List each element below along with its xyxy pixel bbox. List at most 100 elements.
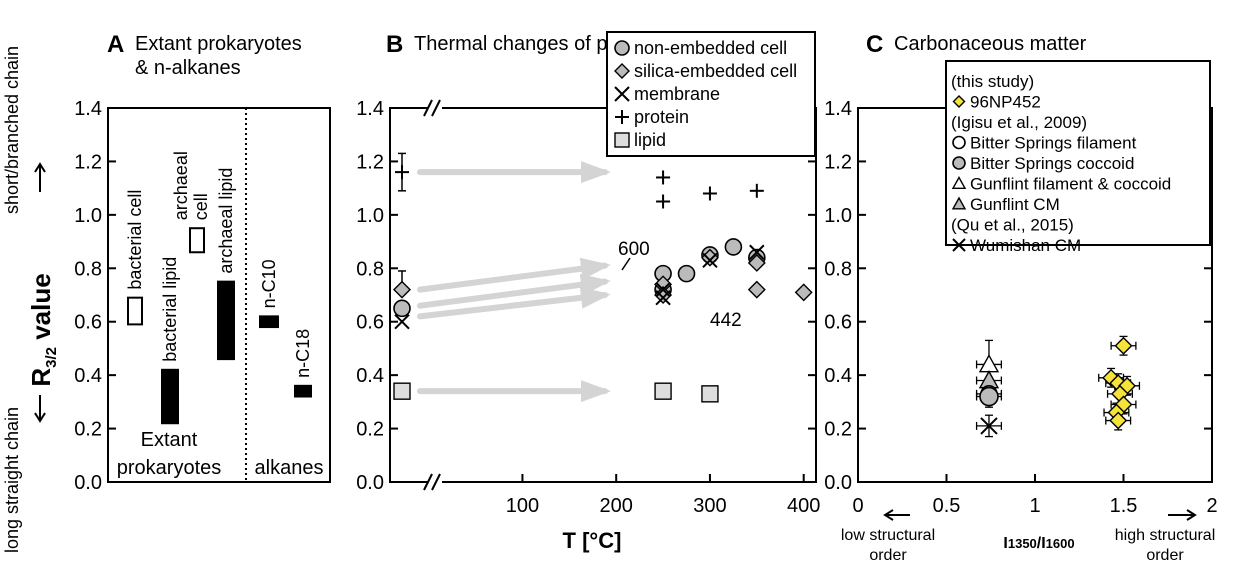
- x-note-left-line2: order: [869, 547, 907, 564]
- legend-label-protein: protein: [634, 107, 689, 127]
- panel-b-y-tick-label: 1.0: [356, 205, 384, 227]
- panel-b-x-axis-label: T [°C]: [563, 528, 622, 553]
- legend-note-1: (Igisu et al., 2009): [951, 113, 1087, 132]
- legend-marker-bitter-springs-coccoid: [952, 156, 966, 170]
- panel-b-y-tick-label: 1.4: [356, 98, 384, 120]
- point-gunflint-filament-coccoid: [978, 354, 1000, 373]
- panel-c-y-tick-label: 0.2: [824, 419, 852, 441]
- range-label-archaeal-line2: cell: [191, 193, 211, 220]
- x-note-right-line1: high structural: [1115, 527, 1216, 544]
- panel-b-y-tick-label: 0.0: [356, 472, 384, 494]
- y-up-arrow: [34, 162, 46, 192]
- panel-c-y-tick-label: 1.2: [824, 151, 852, 173]
- point-non-embedded-cell: [677, 264, 696, 283]
- point-non-embedded-cell: [393, 299, 411, 318]
- panel-a-y-tick-label: 0.2: [74, 419, 102, 441]
- legend-label-lipid: lipid: [634, 130, 666, 150]
- panel-a-y-tick-label: 0.0: [74, 472, 102, 494]
- panel-c-x-tick-label: 1: [1029, 495, 1040, 517]
- trend-arrow-head: [581, 380, 611, 403]
- range-bar-bacterial-lipid: [161, 368, 179, 425]
- legend-label-gunflint-filament-coccoid: Gunflint filament & coccoid: [970, 175, 1171, 194]
- panel-b-y-tick-label: 0.4: [356, 365, 384, 387]
- x-note-left-line1: low structural: [841, 527, 935, 544]
- panel-a-y-tick-label: 0.6: [74, 312, 102, 334]
- point-96np452: [1114, 336, 1133, 355]
- svg-text:R3/2 value: R3/2 value: [26, 273, 60, 386]
- panel-a-group-label-extant: Extant: [141, 429, 198, 451]
- annotation-600: 600: [618, 239, 650, 260]
- y-bottom-annotation: long straight chain: [2, 407, 22, 553]
- panel-b: B Thermal changes of prokaryotic cells 0…: [356, 31, 820, 553]
- panel-c-y-tick-label: 0.6: [824, 312, 852, 334]
- legend-marker-gunflint-filament-coccoid: [951, 176, 967, 190]
- annotation-600-pointer: [621, 257, 631, 271]
- panel-b-x-tick-label: 300: [693, 495, 726, 517]
- range-bar-archaeal: [189, 227, 205, 254]
- legend-marker-bitter-springs-filament: [952, 135, 966, 150]
- panel-c-x-tick-label: 2: [1206, 495, 1217, 517]
- point-96np452: [1109, 411, 1128, 430]
- legend-marker-gunflint-cm: [951, 196, 967, 210]
- panel-c-y-tick-label: 1.0: [824, 205, 852, 227]
- legend-note-0: (this study): [951, 72, 1034, 91]
- panel-a-letter: A: [107, 31, 124, 58]
- panel-a-y-tick-label: 1.4: [74, 98, 102, 120]
- panel-b-x-tick-label: 100: [506, 495, 539, 517]
- trend-arrow-shaft: [417, 292, 608, 320]
- range-label-archaeal-lipid: archaeal lipid: [216, 168, 236, 274]
- point-membrane: [655, 289, 671, 306]
- trend-arrow-head: [581, 161, 611, 184]
- panel-a-y-tick-label: 1.0: [74, 205, 102, 227]
- trend-arrow-head: [579, 286, 611, 309]
- point-bitter-springs-coccoid: [979, 386, 999, 407]
- panel-c-x-tick-label: 0.5: [933, 495, 961, 517]
- range-label-bacterial-lipid: bacterial lipid: [160, 257, 180, 362]
- panel-b-y-tick-label: 0.2: [356, 419, 384, 441]
- legend-marker-96np452: [952, 95, 966, 108]
- panel-a-title-line2: & n-alkanes: [135, 57, 241, 79]
- panel-c-y-tick-label: 0.0: [824, 472, 852, 494]
- legend-marker-wumishan-cm: [952, 238, 966, 252]
- panel-c-title: Carbonaceous matter: [894, 33, 1087, 55]
- panel-a: A Extant prokaryotes & n-alkanes 0.0 0.2 0…: [74, 31, 331, 494]
- legend-marker-silica-embedded-cell: [614, 63, 630, 79]
- range-label-archaeal: archaeal: [171, 151, 191, 220]
- point-non-embedded-cell: [724, 238, 743, 256]
- range-bar-archaeal-lipid: [217, 280, 235, 361]
- point-protein: [749, 183, 764, 198]
- point-lipid: [701, 385, 719, 403]
- panel-b-y-tick-label: 1.2: [356, 151, 384, 173]
- panel-a-y-tick-label: 1.2: [74, 151, 102, 173]
- y-down-arrow: [34, 395, 46, 423]
- legend-marker-protein: [615, 110, 629, 124]
- legend-label-96np452: 96NP452: [970, 93, 1041, 112]
- panel-a-title: Extant prokaryotes: [135, 33, 302, 55]
- panel-c-y-tick-label: 0.4: [824, 365, 852, 387]
- range-label-n-c18: n-C18: [293, 329, 313, 378]
- legend-note-2: (Qu et al., 2015): [951, 216, 1074, 235]
- point-lipid: [654, 382, 672, 400]
- point-silica-embedded-cell: [747, 280, 766, 299]
- panel-c-x-axis-label: I1350/I1600: [1003, 535, 1074, 552]
- x-note-left-arrow: [883, 509, 910, 521]
- range-label-bacterial-cell: bacterial cell: [125, 190, 145, 290]
- panel-c-y-tick-label: 1.4: [824, 98, 852, 120]
- legend-label-wumishan-cm: Wumishan CM: [970, 236, 1081, 255]
- panel-c-legend: [945, 60, 1211, 246]
- point-protein: [656, 194, 671, 209]
- point-silica-embedded-cell: [393, 280, 411, 299]
- point-silica-embedded-cell: [794, 283, 813, 302]
- point-protein: [656, 170, 671, 185]
- point-protein: [395, 165, 409, 180]
- trend-arrow-shaft: [417, 262, 608, 293]
- legend-marker-non-embedded-cell: [614, 40, 630, 56]
- y-top-annotation: short/branched chain: [2, 46, 22, 214]
- point-membrane: [749, 244, 765, 260]
- panel-b-y-tick-label: 0.8: [356, 258, 384, 280]
- point-wumishan-cm: [980, 417, 998, 435]
- range-bar-n-c18: [294, 384, 312, 398]
- y-axis-label: R3/2 value: [26, 273, 60, 386]
- legend-marker-membrane: [614, 86, 630, 102]
